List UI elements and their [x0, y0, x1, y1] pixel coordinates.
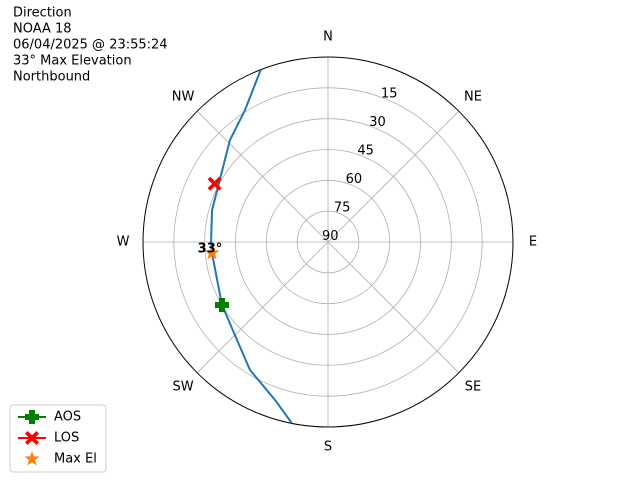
marker-aos — [214, 297, 229, 312]
title-line: 06/04/2025 @ 23:55:24 — [13, 38, 168, 53]
legend-label: Max El — [54, 452, 97, 467]
r-tick-label: 15 — [381, 87, 398, 102]
legend-label: AOS — [54, 410, 81, 425]
theta-tick-label: SE — [465, 379, 481, 394]
theta-tick-label: E — [529, 235, 537, 250]
annotation: 33° — [198, 241, 223, 256]
grid-spoke — [196, 241, 329, 374]
theta-tick-label: S — [324, 440, 332, 455]
legend-label: LOS — [54, 431, 79, 446]
marker-max-el — [24, 451, 40, 466]
r-tick-label: 45 — [357, 143, 374, 158]
grid-spoke — [327, 110, 460, 243]
marker-los — [25, 431, 39, 445]
title-line: Direction — [13, 6, 72, 21]
theta-tick-label: NW — [172, 90, 195, 105]
theta-tick-label: N — [323, 30, 333, 45]
r-tick-label: 30 — [369, 115, 386, 130]
title-line: Northbound — [13, 70, 90, 85]
theta-tick-label: W — [117, 235, 130, 250]
theta-tick-label: NE — [464, 90, 482, 105]
marker-max-el — [204, 244, 220, 260]
marker-aos — [25, 410, 39, 424]
theta-tick-label: SW — [172, 379, 193, 394]
plot-border — [142, 56, 514, 428]
grid-spoke — [327, 241, 460, 374]
legend: AOS LOS Max El — [9, 404, 107, 473]
r-tick-label: 60 — [346, 172, 363, 187]
title-line: 33° Max Elevation — [13, 54, 132, 69]
grid-spoke — [196, 110, 329, 243]
title-line: NOAA 18 — [13, 22, 72, 37]
marker-los — [207, 176, 222, 191]
r-tick-label: 90 — [322, 229, 339, 244]
r-tick-label: 75 — [334, 200, 351, 215]
